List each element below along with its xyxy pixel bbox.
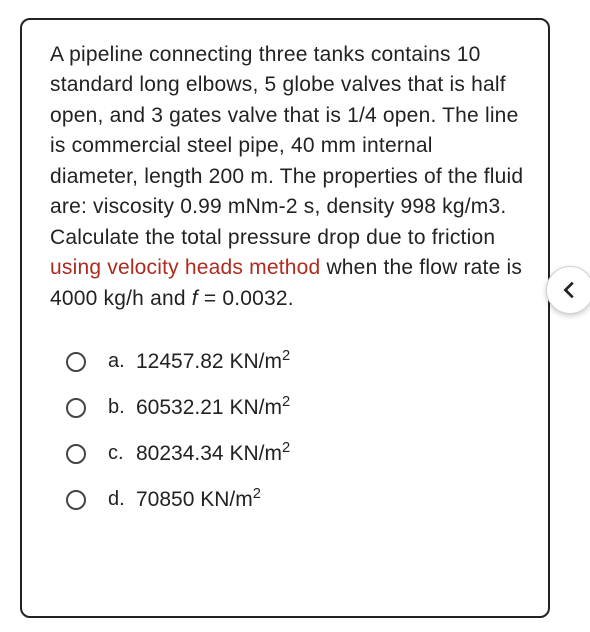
previous-button[interactable] (546, 266, 590, 314)
option-letter: d. (108, 488, 136, 511)
option-letter: a. (108, 350, 136, 373)
radio-icon[interactable] (66, 444, 86, 464)
question-text-after: = 0.0032. (198, 287, 294, 310)
option-a[interactable]: a. 12457.82 KN/m2 (50, 350, 524, 374)
option-letter: b. (108, 396, 136, 419)
question-card: A pipeline connecting three tanks contai… (20, 18, 550, 618)
radio-icon[interactable] (66, 398, 86, 418)
option-value: 80234.34 KN/m2 (136, 442, 290, 466)
radio-icon[interactable] (66, 490, 86, 510)
chevron-left-icon (559, 279, 581, 301)
options-list: a. 12457.82 KN/m2 b. 60532.21 KN/m2 c. 8… (50, 350, 524, 512)
option-letter: c. (108, 442, 136, 465)
option-value: 70850 KN/m2 (136, 488, 261, 512)
quiz-viewport: A pipeline connecting three tanks contai… (0, 0, 590, 632)
question-text: A pipeline connecting three tanks contai… (50, 40, 524, 314)
option-value: 60532.21 KN/m2 (136, 396, 290, 420)
option-c[interactable]: c. 80234.34 KN/m2 (50, 442, 524, 466)
radio-icon[interactable] (66, 352, 86, 372)
option-d[interactable]: d. 70850 KN/m2 (50, 488, 524, 512)
option-b[interactable]: b. 60532.21 KN/m2 (50, 396, 524, 420)
question-text-before: A pipeline connecting three tanks contai… (50, 43, 523, 249)
question-highlight: using velocity heads method (50, 256, 320, 279)
option-value: 12457.82 KN/m2 (136, 350, 290, 374)
